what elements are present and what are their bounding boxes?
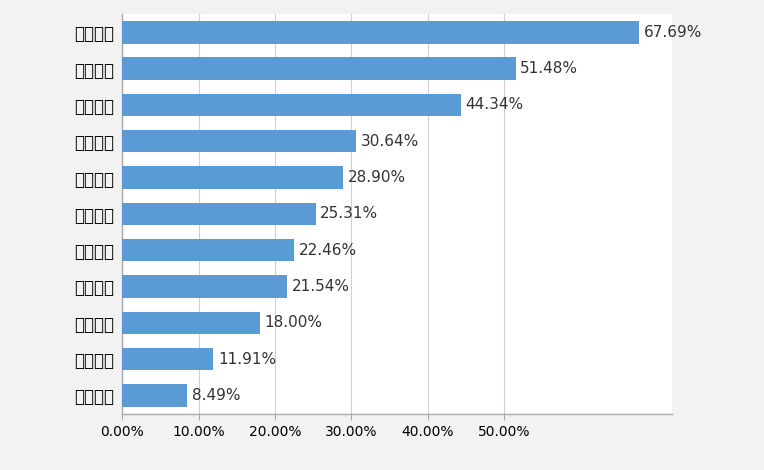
Bar [122, 239, 294, 261]
Text: 44.34%: 44.34% [465, 97, 523, 112]
Bar [122, 166, 343, 189]
Text: 21.54%: 21.54% [291, 279, 349, 294]
Text: 28.90%: 28.90% [348, 170, 406, 185]
Bar [122, 203, 316, 225]
Text: 67.69%: 67.69% [644, 25, 702, 40]
Text: 18.00%: 18.00% [264, 315, 322, 330]
Bar [122, 348, 213, 370]
Bar [122, 130, 356, 152]
Text: 11.91%: 11.91% [218, 352, 276, 367]
Bar [122, 57, 516, 80]
Bar [122, 384, 187, 407]
Bar [122, 21, 639, 44]
Text: 25.31%: 25.31% [320, 206, 378, 221]
Bar [122, 94, 461, 116]
Bar [122, 312, 260, 334]
Text: 22.46%: 22.46% [299, 243, 357, 258]
Bar [122, 275, 286, 298]
Text: 30.64%: 30.64% [361, 133, 419, 149]
Text: 8.49%: 8.49% [192, 388, 240, 403]
Text: 51.48%: 51.48% [520, 61, 578, 76]
